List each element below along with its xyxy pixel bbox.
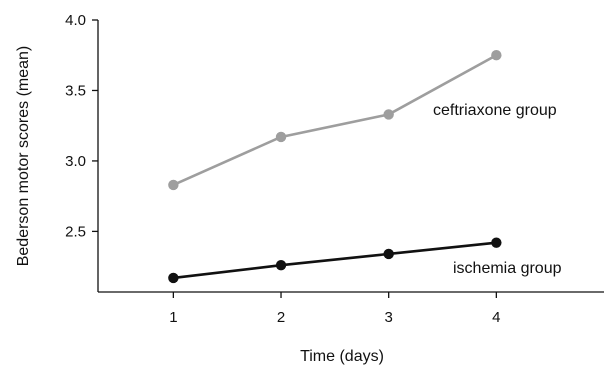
data-point: [168, 272, 179, 284]
data-point: [491, 50, 502, 61]
data-point: [383, 109, 394, 120]
series-layer: [168, 50, 502, 284]
x-tick-label: 1: [169, 309, 177, 326]
y-tick-label: 4.0: [65, 12, 86, 29]
axes: 2.5 3.0 3.5 4.0 1 2 3 4: [65, 12, 604, 326]
data-point: [491, 237, 502, 248]
series-label-ischemia: ischemia group: [453, 260, 562, 277]
x-tick-label: 2: [277, 309, 285, 326]
data-point: [275, 260, 287, 271]
data-point: [275, 131, 287, 143]
x-tick-label: 3: [385, 309, 393, 326]
series-label-ceftriaxone: ceftriaxone group: [433, 102, 557, 119]
y-axis-title: Bederson motor scores (mean): [15, 46, 32, 267]
series-line-1: [173, 241, 497, 280]
x-tick-label: 4: [492, 309, 500, 326]
series-line-0: [172, 54, 497, 187]
y-tick-label: 2.5: [65, 223, 86, 240]
data-point: [168, 179, 179, 191]
y-tick-label: 3.0: [65, 153, 86, 170]
data-point: [383, 248, 394, 260]
y-tick-label: 3.5: [65, 82, 86, 99]
x-axis-title: Time (days): [300, 348, 384, 365]
